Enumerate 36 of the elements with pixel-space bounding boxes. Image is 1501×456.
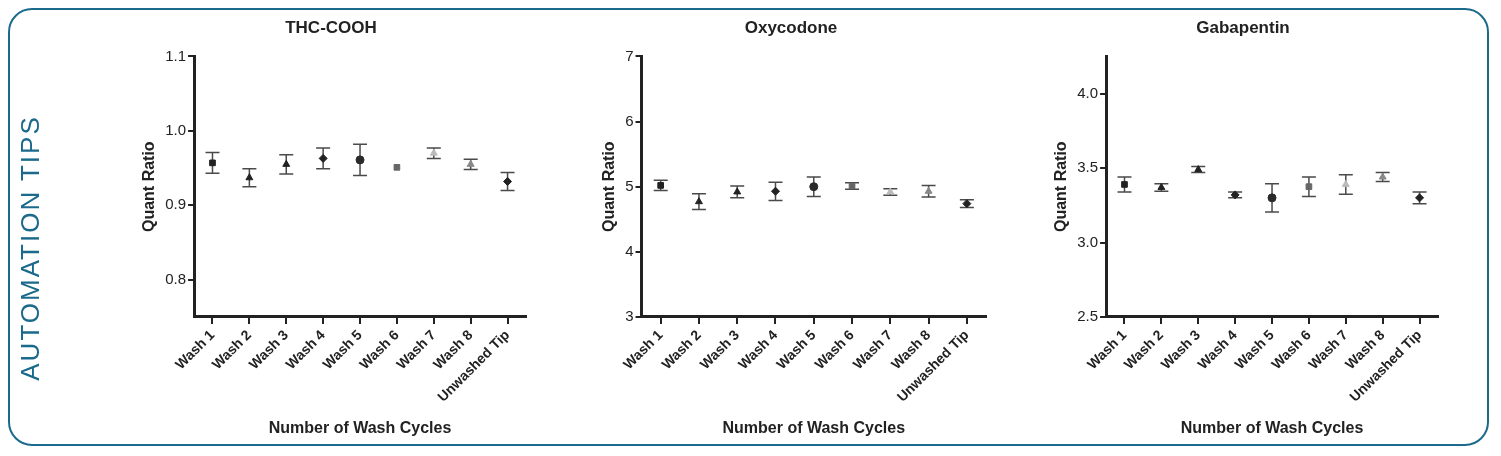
point bbox=[466, 159, 475, 167]
x-axis-title: Number of Wash Cycles bbox=[268, 418, 452, 436]
chart-title: THC-COOH bbox=[285, 17, 377, 37]
y-axis-title: Quant Ratio bbox=[1052, 141, 1070, 233]
text: AUTOMATION TIPS bbox=[14, 115, 46, 381]
chart-title: Oxycodone bbox=[744, 17, 838, 37]
point bbox=[282, 159, 291, 167]
y-tick-label: 3 bbox=[625, 307, 634, 325]
point bbox=[429, 148, 438, 156]
y-tick-label: 7 bbox=[625, 46, 634, 64]
y-tick-label: 4 bbox=[625, 241, 634, 259]
point bbox=[245, 173, 254, 181]
y-axis-title: Quant Ratio bbox=[140, 141, 158, 233]
point bbox=[694, 197, 703, 205]
y-tick-label: 3.5 bbox=[1077, 158, 1099, 176]
y-tick-label: 5 bbox=[625, 176, 634, 194]
chart-title: Gabapentin bbox=[1196, 17, 1290, 37]
y-tick-label: 2.5 bbox=[1077, 307, 1099, 325]
y-tick-label: 0.8 bbox=[165, 269, 187, 287]
y-axis-title: Quant Ratio bbox=[600, 141, 618, 233]
y-tick-label: 0.9 bbox=[165, 195, 187, 213]
y-tick-label: 6 bbox=[625, 111, 634, 129]
x-axis-title: Number of Wash Cycles bbox=[722, 418, 906, 436]
y-tick-label: 1.0 bbox=[165, 121, 187, 138]
point bbox=[209, 159, 216, 167]
point bbox=[733, 187, 742, 195]
y-tick-label: 3.0 bbox=[1077, 232, 1099, 250]
point bbox=[355, 155, 365, 165]
point bbox=[318, 153, 328, 163]
point bbox=[848, 182, 856, 190]
y-tick-label: 4.0 bbox=[1077, 83, 1099, 101]
y-tick-label: 1.1 bbox=[165, 46, 187, 64]
point bbox=[886, 187, 895, 195]
x-axis-title: Number of Wash Cycles bbox=[1180, 418, 1364, 436]
point bbox=[924, 186, 933, 194]
point bbox=[393, 164, 401, 171]
